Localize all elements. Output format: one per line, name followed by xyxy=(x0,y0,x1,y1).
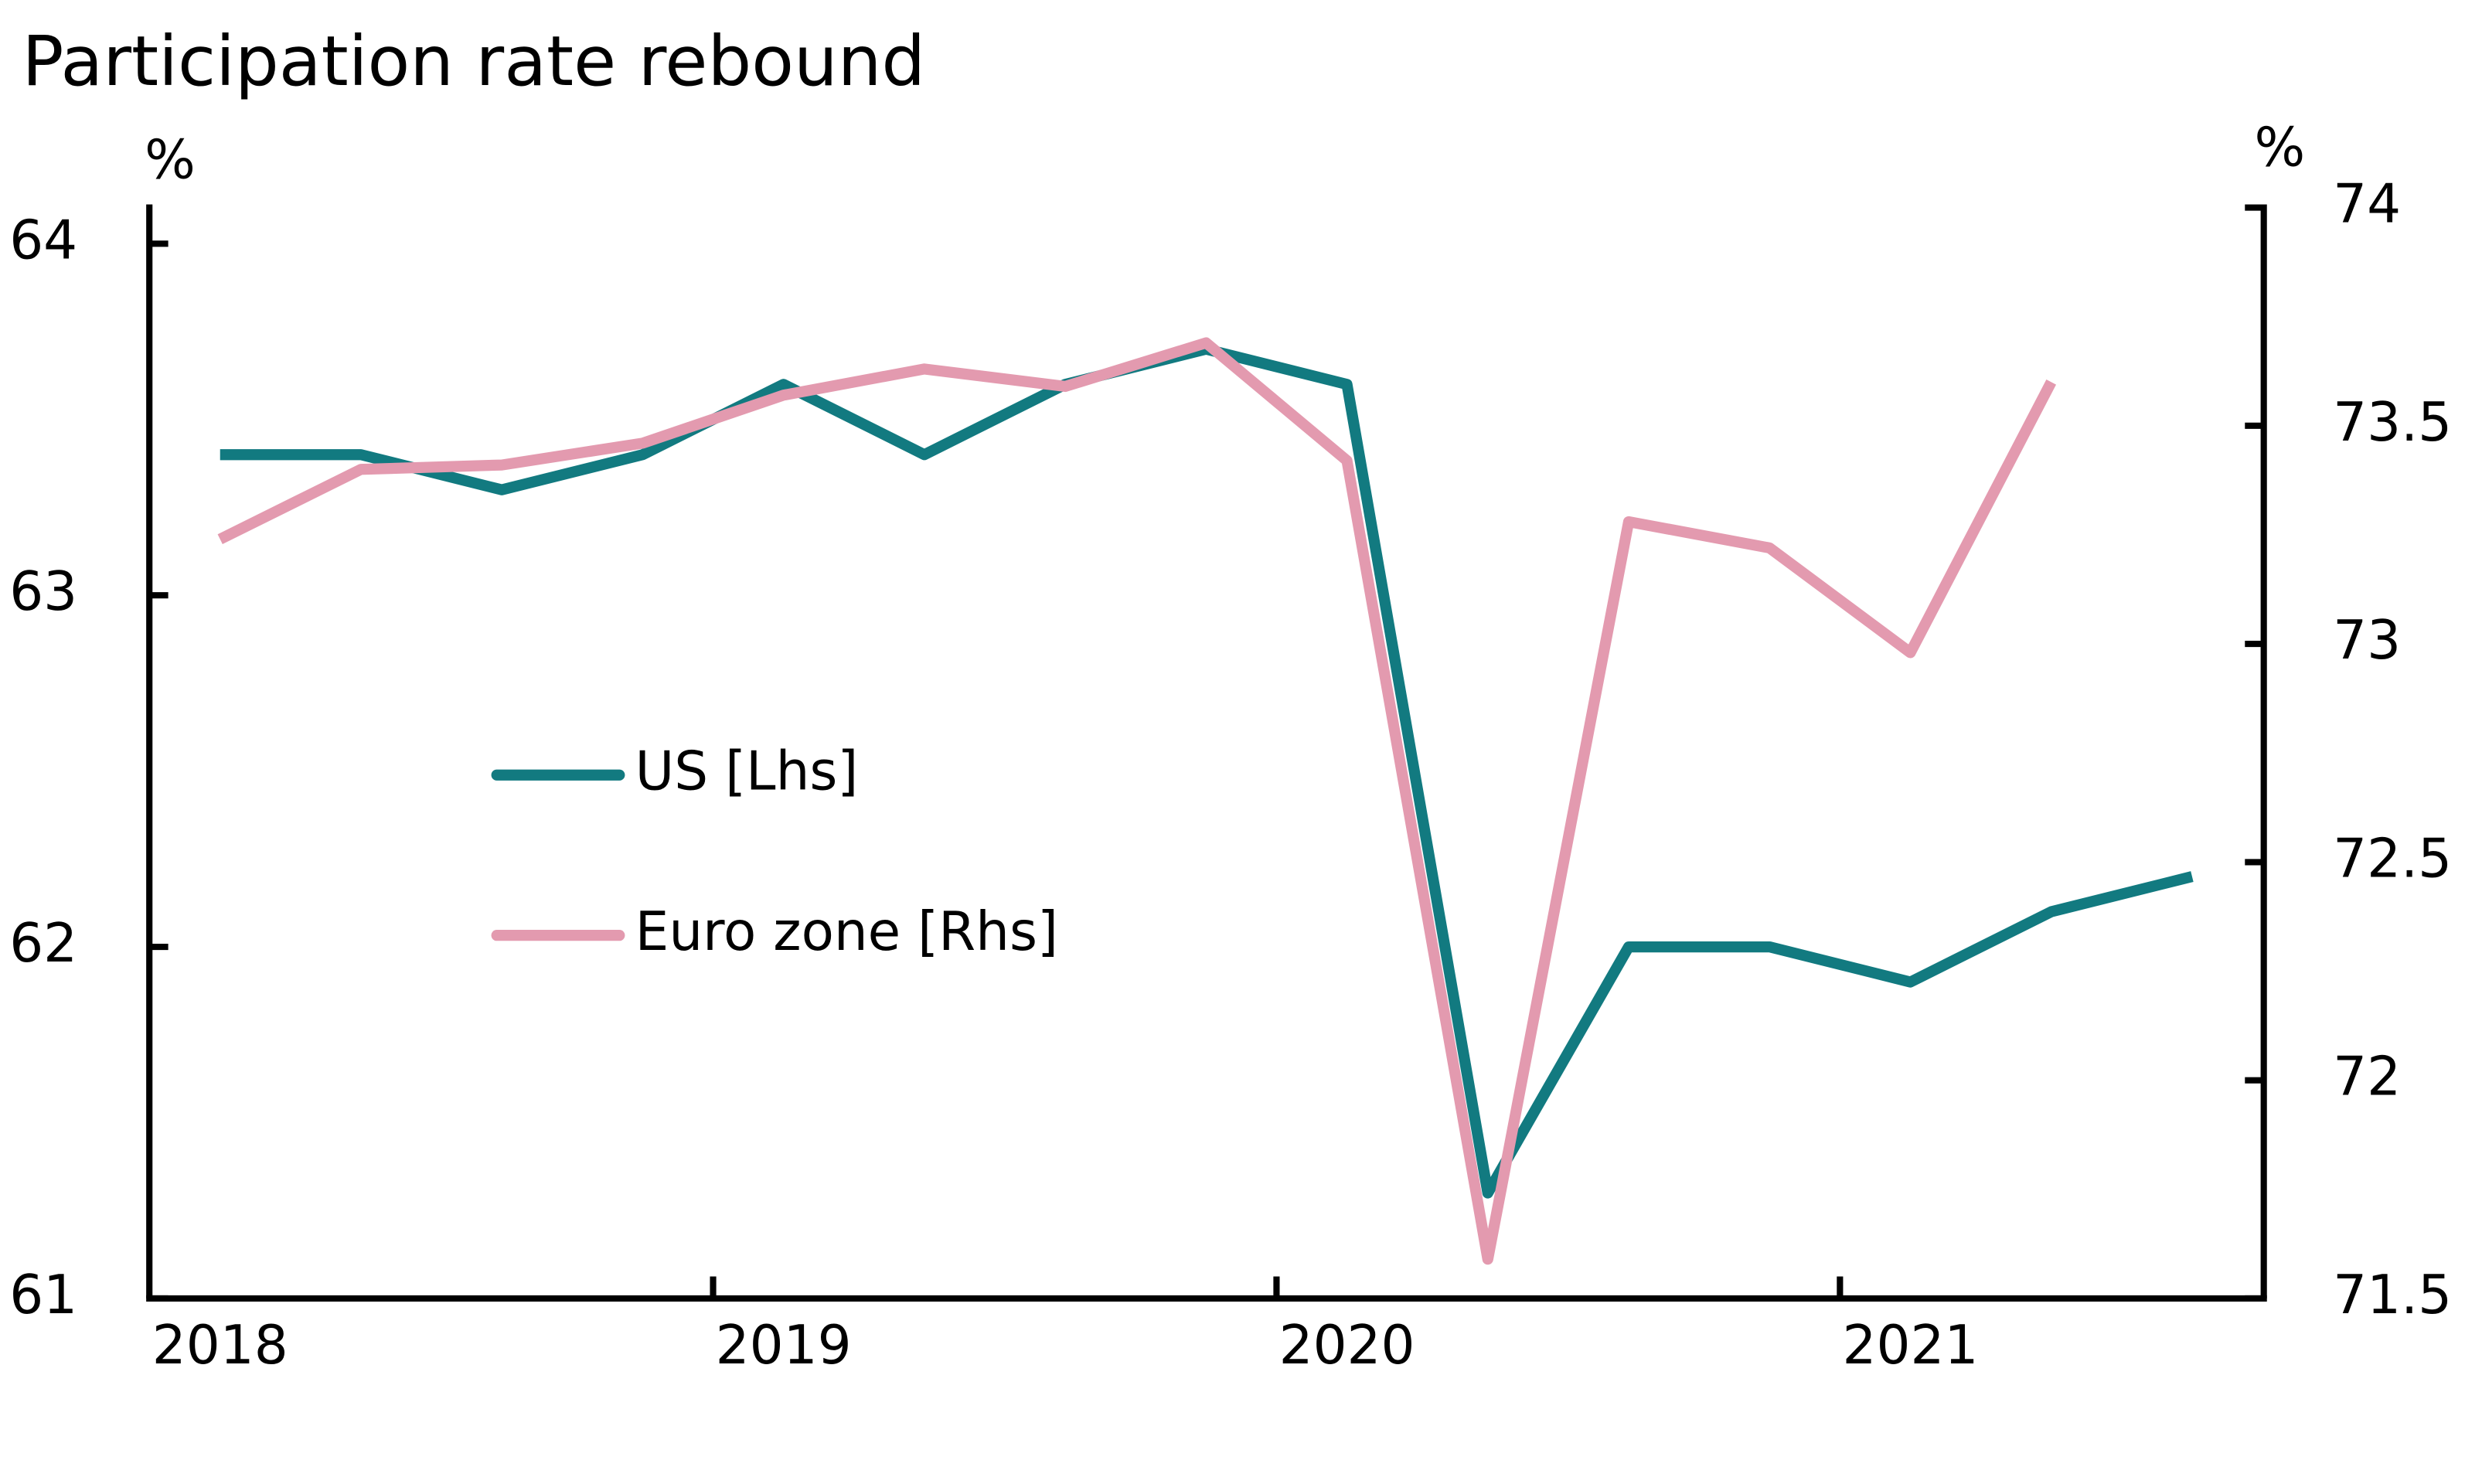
y2-unit: % xyxy=(2254,117,2305,179)
chart-title: Participation rate rebound xyxy=(22,22,925,102)
y2-tick-label: 71.5 xyxy=(2333,1264,2452,1326)
x-tick-label: 2018 xyxy=(152,1315,288,1377)
y2-tick-label: 72 xyxy=(2333,1047,2401,1108)
y-unit: % xyxy=(145,130,196,192)
y2-tick-label: 74 xyxy=(2333,174,2401,236)
legend-label: US [Lhs] xyxy=(635,741,859,803)
legend-label: Euro zone [Rhs] xyxy=(635,901,1058,963)
y2-tick-label: 72.5 xyxy=(2333,828,2452,890)
y2-tick-label: 73 xyxy=(2333,610,2401,672)
y2-tick-label: 73.5 xyxy=(2333,392,2452,454)
y-tick-label: 61 xyxy=(9,1264,77,1326)
x-tick-label: 2019 xyxy=(716,1315,852,1377)
y-tick-label: 63 xyxy=(9,561,77,623)
x-tick-label: 2020 xyxy=(1279,1315,1415,1377)
y-tick-label: 64 xyxy=(9,209,77,271)
y-tick-label: 62 xyxy=(9,913,77,975)
x-tick-label: 2021 xyxy=(1843,1315,1979,1377)
series-line xyxy=(217,337,2057,1265)
